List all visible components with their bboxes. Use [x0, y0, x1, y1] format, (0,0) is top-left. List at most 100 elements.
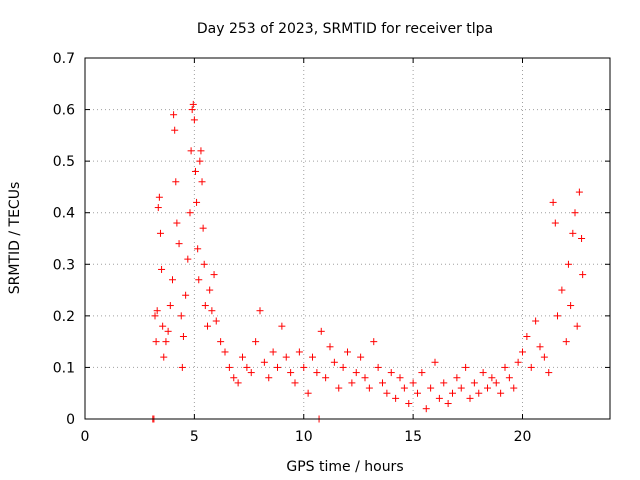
grid-layer	[85, 58, 610, 419]
data-point	[400, 384, 408, 392]
data-point	[409, 379, 417, 387]
data-point	[551, 219, 559, 227]
data-point	[488, 374, 496, 382]
data-point	[204, 322, 211, 330]
data-point	[186, 209, 194, 217]
data-point	[234, 379, 242, 387]
data-point	[352, 369, 360, 377]
data-point	[435, 394, 443, 402]
data-point	[304, 389, 312, 397]
data-point	[523, 332, 531, 340]
data-point	[217, 338, 225, 346]
data-point	[291, 379, 299, 387]
data-point	[322, 374, 330, 382]
data-point	[540, 353, 548, 361]
data-point	[361, 374, 369, 382]
data-point	[571, 209, 579, 217]
data-point	[466, 394, 474, 402]
x-tick-label: 10	[295, 429, 313, 445]
data-point	[392, 394, 400, 402]
data-point	[505, 374, 513, 382]
x-tick-label: 20	[514, 429, 532, 445]
data-point	[252, 338, 260, 346]
data-point	[152, 338, 160, 346]
data-point	[194, 245, 202, 253]
data-point	[313, 369, 321, 377]
data-point	[162, 338, 170, 346]
data-point	[156, 229, 164, 237]
data-point	[317, 327, 325, 335]
data-point	[269, 348, 277, 356]
data-point	[171, 126, 179, 134]
x-tick-label: 15	[404, 429, 422, 445]
data-point	[564, 260, 572, 268]
data-point	[396, 374, 404, 382]
y-axis-label: SRMTID / TECUs	[7, 182, 23, 295]
data-point	[379, 379, 386, 387]
data-point	[326, 343, 334, 351]
data-point	[193, 198, 201, 206]
data-point	[160, 353, 168, 361]
data-point	[247, 369, 255, 377]
data-point	[239, 353, 246, 361]
data-point	[405, 400, 413, 408]
data-point	[431, 358, 439, 366]
data-point	[348, 379, 356, 387]
data-point	[178, 363, 186, 371]
data-point	[462, 363, 470, 371]
data-point	[151, 312, 159, 320]
data-point	[558, 286, 566, 294]
data-point	[196, 157, 204, 165]
data-point	[197, 147, 205, 155]
data-point	[519, 348, 526, 356]
y-tick-label: 0.2	[53, 309, 75, 325]
data-point	[422, 405, 430, 413]
data-point	[440, 379, 448, 387]
data-point	[287, 369, 295, 377]
data-point	[164, 327, 172, 335]
data-point	[492, 379, 500, 387]
data-point	[265, 374, 273, 382]
data-point	[230, 374, 238, 382]
data-point	[179, 332, 187, 340]
data-point	[427, 384, 435, 392]
data-point	[166, 302, 174, 310]
data-point	[212, 317, 220, 325]
data-point	[195, 276, 203, 284]
data-point	[173, 219, 181, 227]
data-point	[191, 167, 199, 175]
data-point	[387, 369, 395, 377]
data-point	[573, 322, 581, 330]
data-point	[153, 307, 161, 315]
data-point	[170, 111, 178, 119]
data-point	[190, 116, 198, 124]
data-point	[189, 100, 197, 108]
data-point	[470, 379, 478, 387]
data-point	[370, 338, 378, 346]
data-point	[414, 389, 421, 397]
data-point	[172, 178, 180, 186]
data-point	[169, 276, 176, 284]
y-tick-label: 0	[66, 412, 75, 428]
data-point	[344, 348, 351, 356]
data-point	[187, 147, 195, 155]
data-point	[260, 358, 268, 366]
data-point	[457, 384, 465, 392]
chart-title: Day 253 of 2023, SRMTID for receiver tlp…	[197, 21, 493, 37]
data-point	[545, 369, 553, 377]
data-point	[383, 389, 391, 397]
data-point	[188, 106, 196, 114]
data-point	[479, 369, 487, 377]
y-tick-label: 0.3	[53, 257, 75, 273]
y-tick-label: 0.5	[53, 154, 75, 170]
data-point	[579, 271, 587, 279]
data-point	[158, 265, 166, 273]
data-point	[527, 363, 535, 371]
data-point	[300, 363, 308, 371]
data-point	[475, 389, 483, 397]
data-point	[536, 343, 544, 351]
points-layer	[149, 100, 587, 423]
data-point	[295, 348, 303, 356]
data-point	[365, 384, 373, 392]
